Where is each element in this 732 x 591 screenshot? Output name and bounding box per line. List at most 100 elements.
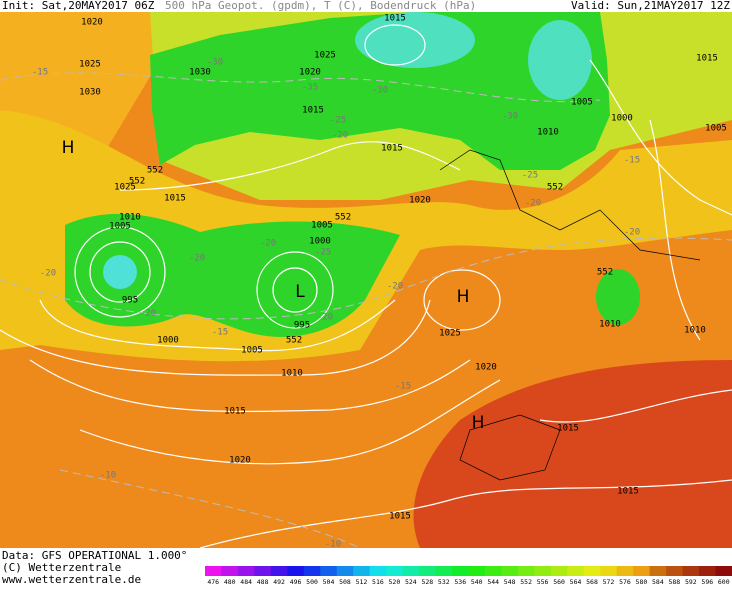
- isotherm: [0, 72, 601, 103]
- colorbar-label: 556: [537, 578, 549, 586]
- temperature-label: -20: [525, 199, 541, 209]
- pressure-label: 1005: [705, 124, 727, 134]
- temperature-label: -20: [317, 313, 333, 323]
- isobar: [79, 379, 501, 465]
- colorbar-label: 552: [520, 578, 532, 586]
- pressure-label: 1010: [599, 320, 621, 330]
- isobar: [539, 389, 732, 423]
- cyan-core: [528, 20, 592, 100]
- colorbar-swatch: [649, 566, 667, 576]
- height-label: 552: [147, 166, 163, 176]
- pressure-label: 1015: [381, 144, 403, 154]
- colorbar-swatch: [221, 566, 239, 576]
- colorbar-label: 492: [273, 578, 285, 586]
- temperature-label: -25: [522, 171, 538, 181]
- green-region-north: [150, 12, 610, 170]
- colorbar-label: 568: [586, 578, 598, 586]
- green-region-east: [596, 269, 640, 325]
- pressure-label: 995: [122, 296, 138, 306]
- temperature-label: -25: [330, 116, 346, 126]
- colorbar-label: 572: [603, 578, 615, 586]
- coastline: [439, 149, 701, 261]
- colorbar-swatch: [369, 566, 387, 576]
- pressure-label: 1020: [475, 363, 497, 373]
- colorbar-label: 532: [438, 578, 450, 586]
- colorbar-swatch: [320, 566, 338, 576]
- height-label: 552: [547, 183, 563, 193]
- temperature-label: -20: [387, 282, 403, 292]
- height-label: 552: [286, 336, 302, 346]
- colorbar-swatch: [501, 566, 519, 576]
- pressure-label: 1010: [684, 326, 706, 336]
- colorbar-swatch: [237, 566, 255, 576]
- isobar: [423, 269, 501, 331]
- colorbar-swatch: [336, 566, 354, 576]
- colorbar-label: 520: [389, 578, 401, 586]
- temperature-label: -15: [212, 328, 228, 338]
- colorbar-swatch: [353, 566, 371, 576]
- colorbar-swatch: [402, 566, 420, 576]
- pressure-label: 1015: [389, 512, 411, 522]
- colorbar-swatch: [600, 566, 618, 576]
- colorbar-swatch: [550, 566, 568, 576]
- colorbar-label: 588: [668, 578, 680, 586]
- temperature-label: -30: [207, 58, 223, 68]
- isotherm: [59, 469, 361, 549]
- temperature-label: -25: [315, 248, 331, 258]
- pressure-label: 1005: [311, 221, 333, 231]
- isobar: [89, 241, 151, 303]
- isobar: [589, 59, 732, 216]
- colorbar: 476 480 484 488 492 496 500 504 508 512 516 520 524 5…: [205, 566, 732, 586]
- pressure-label: 1010: [537, 128, 559, 138]
- colorbar-label: 528: [421, 578, 433, 586]
- pressure-center: L: [295, 282, 305, 302]
- pressure-label: 1030: [189, 68, 211, 78]
- temperature-label: -15: [32, 68, 48, 78]
- isobar: [39, 299, 396, 352]
- colorbar-label: 496: [290, 578, 302, 586]
- colorbar-label: 516: [372, 578, 384, 586]
- temperature-label: -20: [140, 309, 156, 319]
- colorbar-swatch: [517, 566, 535, 576]
- colorbar-swatch: [666, 566, 684, 576]
- temperature-label: -30: [502, 112, 518, 122]
- colorbar-label: 576: [619, 578, 631, 586]
- pressure-label: 1020: [409, 196, 431, 206]
- colorbar-label: 500: [306, 578, 318, 586]
- temperature-label: -15: [395, 382, 411, 392]
- pressure-label: 1025: [314, 51, 336, 61]
- colorbar-swatch: [287, 566, 305, 576]
- valid-time: Valid: Sun,21MAY2017 12Z: [571, 0, 730, 12]
- colorbar-swatch: [419, 566, 437, 576]
- colorbar-swatch: [583, 566, 601, 576]
- header-bar: [0, 0, 732, 12]
- colorbar-swatch: [534, 566, 552, 576]
- isobar: [119, 141, 461, 191]
- colorbar-label: 560: [553, 578, 565, 586]
- colorbar-label: 600: [718, 578, 730, 586]
- isobar: [256, 251, 334, 329]
- pressure-label: 1005: [571, 98, 593, 108]
- height-label: 552: [597, 268, 613, 278]
- colorbar-swatch: [633, 566, 651, 576]
- pressure-label: 1010: [119, 213, 141, 223]
- colorbar-swatch: [435, 566, 453, 576]
- copyright: (C) Wetterzentrale: [2, 561, 121, 574]
- pressure-label: 1015: [164, 194, 186, 204]
- temperature-label: -35: [302, 83, 318, 93]
- colorbar-label: 508: [339, 578, 351, 586]
- colorbar-label: 480: [224, 578, 236, 586]
- pressure-label: 1000: [611, 114, 633, 124]
- pressure-label: 1005: [241, 346, 263, 356]
- colorbar-label: 548: [504, 578, 516, 586]
- colorbar-label: 536: [454, 578, 466, 586]
- isobar: [364, 24, 426, 66]
- isobars: [0, 24, 732, 549]
- pressure-label: 995: [294, 321, 310, 331]
- temperature-label: -20: [332, 131, 348, 141]
- pressure-label: 1015: [384, 14, 406, 24]
- colorbar-label: 592: [685, 578, 697, 586]
- colorbar-swatch: [616, 566, 634, 576]
